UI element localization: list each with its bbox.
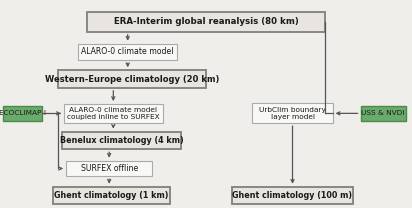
- FancyBboxPatch shape: [62, 131, 181, 149]
- FancyBboxPatch shape: [87, 12, 325, 32]
- FancyBboxPatch shape: [3, 105, 42, 121]
- Text: SURFEX offline: SURFEX offline: [81, 164, 138, 173]
- FancyBboxPatch shape: [64, 104, 163, 123]
- Text: Ghent climatology (100 m): Ghent climatology (100 m): [232, 191, 353, 200]
- Text: UrbClim boundary
layer model: UrbClim boundary layer model: [259, 107, 326, 120]
- Text: ECOCLIMAP I: ECOCLIMAP I: [0, 110, 46, 116]
- Text: ERA-Interim global reanalysis (80 km): ERA-Interim global reanalysis (80 km): [114, 17, 298, 26]
- FancyBboxPatch shape: [53, 187, 170, 204]
- Text: Western-Europe climatology (20 km): Western-Europe climatology (20 km): [44, 74, 219, 84]
- FancyBboxPatch shape: [232, 187, 353, 204]
- FancyBboxPatch shape: [78, 44, 177, 60]
- FancyBboxPatch shape: [58, 70, 206, 88]
- Text: ALARO-0 climate model
coupled inline to SURFEX: ALARO-0 climate model coupled inline to …: [67, 107, 159, 120]
- Text: ALARO-0 climate model: ALARO-0 climate model: [82, 47, 174, 57]
- Text: Benelux climatology (4 km): Benelux climatology (4 km): [60, 136, 183, 145]
- FancyBboxPatch shape: [252, 103, 332, 123]
- FancyBboxPatch shape: [66, 161, 152, 176]
- FancyBboxPatch shape: [360, 105, 406, 121]
- Text: USS & NVDI: USS & NVDI: [361, 110, 405, 116]
- Text: Ghent climatology (1 km): Ghent climatology (1 km): [54, 191, 169, 200]
